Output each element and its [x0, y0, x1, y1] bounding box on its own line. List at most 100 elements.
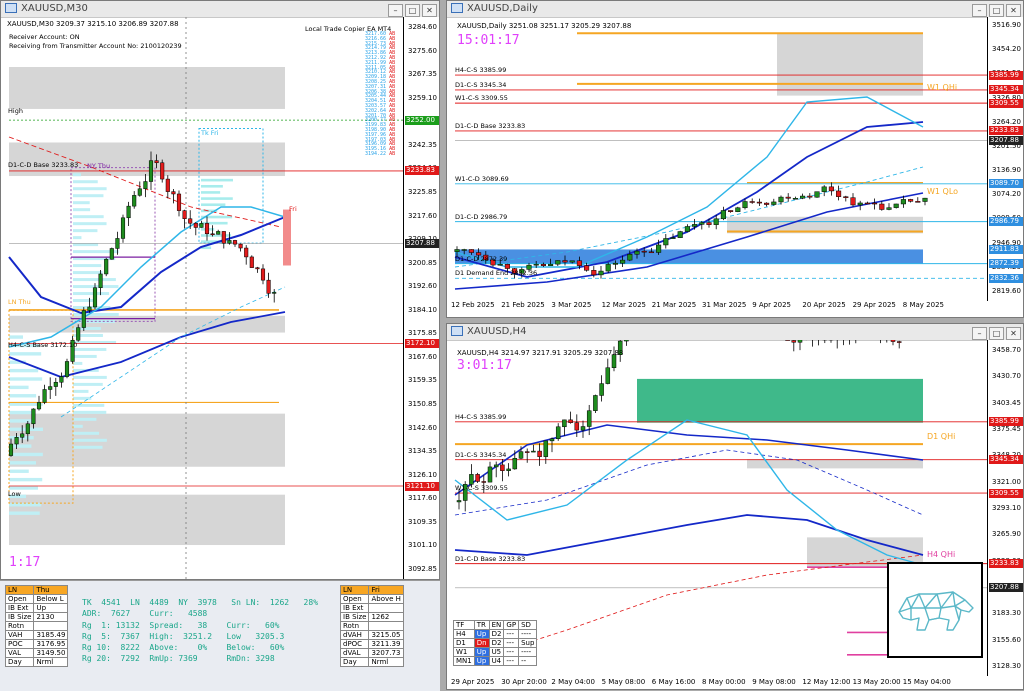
h4-ohlc-readout: XAUUSD,H4 3214.97 3217.91 3205.29 3207.8…: [457, 349, 623, 357]
candle-body: [908, 199, 913, 201]
candle-body: [894, 204, 899, 208]
price-marker: 3309.55: [989, 99, 1024, 108]
table-cell: Up: [474, 657, 489, 666]
candle-body: [743, 202, 748, 208]
volume-profile-bar: [73, 411, 106, 414]
table-cell: Up: [474, 630, 489, 639]
candle-body: [138, 189, 142, 196]
volume-profile-bar: [201, 191, 220, 194]
level-label: W1-C-S 3309.55: [455, 484, 508, 492]
table-cell: ---: [504, 639, 519, 648]
minimize-button[interactable]: –: [972, 327, 987, 340]
volume-profile-bar: [9, 511, 40, 514]
candle-body: [880, 204, 885, 210]
volume-profile-bar: [73, 355, 97, 358]
minimize-button[interactable]: –: [972, 4, 987, 17]
candle-body: [99, 274, 103, 288]
volume-profile-bar: [73, 439, 107, 442]
candle-body: [829, 187, 834, 191]
candle-body: [764, 203, 769, 204]
time-tick-label: 3 Mar 2025: [551, 299, 591, 311]
m30-chart-window[interactable]: XAUUSD,M30 –□✕ XAUUSD,M30 3209.37 3215.1…: [0, 0, 440, 580]
range-stats: TK 4541 LN 4489 NY 3978 Sn LN: 1262 28% …: [82, 597, 318, 665]
table-cell: [369, 604, 403, 613]
table-row: IB Ext: [341, 604, 404, 613]
volume-profile-bar: [73, 348, 106, 351]
table-cell: 3211.39: [369, 640, 403, 649]
h4-chart-window[interactable]: XAUUSD,H4 –□✕ XAUUSD,H4 3214.97 3217.91 …: [446, 323, 1024, 690]
time-tick-label: 8 May 2025: [903, 299, 944, 311]
price-tick-label: 3284.60: [408, 23, 437, 31]
daily-price-axis[interactable]: 3516.903454.203391.503326.803264.203201.…: [987, 17, 1023, 301]
daily-chart-window[interactable]: XAUUSD,Daily –□✕ XAUUSD,Daily 3251.08 32…: [446, 0, 1024, 318]
table-cell: POC: [6, 640, 34, 649]
m30-ohlc-readout: XAUUSD,M30 3209.37 3215.10 3206.89 3207.…: [7, 20, 179, 28]
close-button[interactable]: ✕: [422, 4, 437, 17]
daily-plot-area[interactable]: [447, 17, 989, 301]
price-tick-label: 3175.85: [408, 329, 437, 337]
table-cell: Open: [341, 595, 369, 604]
candle-body: [160, 163, 164, 179]
volume-profile-bar: [9, 461, 36, 464]
m30-plot-area[interactable]: [1, 17, 405, 579]
candle-body: [628, 254, 633, 260]
price-tick-label: 3225.85: [408, 188, 437, 196]
volume-profile-bar: [73, 383, 103, 386]
m30-price-axis[interactable]: 3284.603275.603267.353259.103250.853242.…: [403, 17, 439, 579]
h4-title-bar[interactable]: XAUUSD,H4 –□✕: [447, 324, 1023, 341]
price-marker: 3207.88: [405, 239, 440, 248]
supply-zone: [747, 459, 923, 468]
ny-thu-label: NY Thu: [87, 162, 110, 170]
h4-base-label: H4-C-S Base 3172.10: [8, 341, 77, 349]
maximize-button[interactable]: □: [989, 327, 1004, 340]
supply-zone: [9, 67, 285, 109]
volume-profile-bar: [73, 201, 90, 204]
price-tick-label: 3200.85: [408, 259, 437, 267]
candle-body: [239, 244, 243, 248]
price-tick-label: 3430.70: [992, 372, 1021, 380]
minimize-button[interactable]: –: [388, 4, 403, 17]
daily-bar-timer: 15:01:17: [457, 33, 520, 48]
volume-profile-bar: [73, 187, 107, 190]
time-tick-label: 2 May 04:00: [551, 676, 595, 688]
level-label: W1-C-S 3309.55: [455, 94, 508, 102]
candle-body: [104, 259, 108, 274]
close-button[interactable]: ✕: [1006, 4, 1021, 17]
m30-title-bar[interactable]: XAUUSD,M30 –□✕: [1, 1, 439, 18]
price-marker: 3233.83: [405, 166, 440, 175]
candle-body: [544, 441, 548, 457]
volume-profile-bar: [73, 376, 107, 379]
candle-body: [121, 218, 125, 239]
close-button[interactable]: ✕: [1006, 327, 1021, 340]
d1-qhi-label: D1 QHi: [927, 432, 955, 441]
maximize-button[interactable]: □: [405, 4, 420, 17]
daily-title-bar[interactable]: XAUUSD,Daily –□✕: [447, 1, 1023, 18]
candle-body: [48, 387, 52, 390]
price-tick-label: 2819.60: [992, 287, 1021, 295]
candle-body: [82, 310, 86, 327]
maximize-button[interactable]: □: [989, 4, 1004, 17]
price-tick-label: 3264.20: [992, 118, 1021, 126]
candle-body: [548, 264, 553, 266]
h4-price-axis[interactable]: 3458.703430.703403.453375.453348.203321.…: [987, 340, 1023, 676]
candle-body: [149, 161, 153, 182]
current-candle-highlight: [283, 210, 291, 266]
table-cell: IB Ext: [341, 604, 369, 613]
volume-profile-bar: [73, 208, 90, 211]
table-row: Rotn: [341, 622, 404, 631]
demand-zone: [637, 379, 923, 423]
candle-body: [620, 260, 625, 263]
candle-body: [177, 194, 181, 211]
price-tick-label: 3321.00: [992, 478, 1021, 486]
volume-profile-bar: [9, 386, 29, 389]
volume-profile-bar: [9, 453, 43, 456]
volume-profile-bar: [73, 362, 82, 365]
candle-body: [261, 269, 265, 280]
table-cell: [369, 622, 403, 631]
daily-title: XAUUSD,Daily: [467, 3, 538, 14]
candle-body: [786, 197, 791, 198]
